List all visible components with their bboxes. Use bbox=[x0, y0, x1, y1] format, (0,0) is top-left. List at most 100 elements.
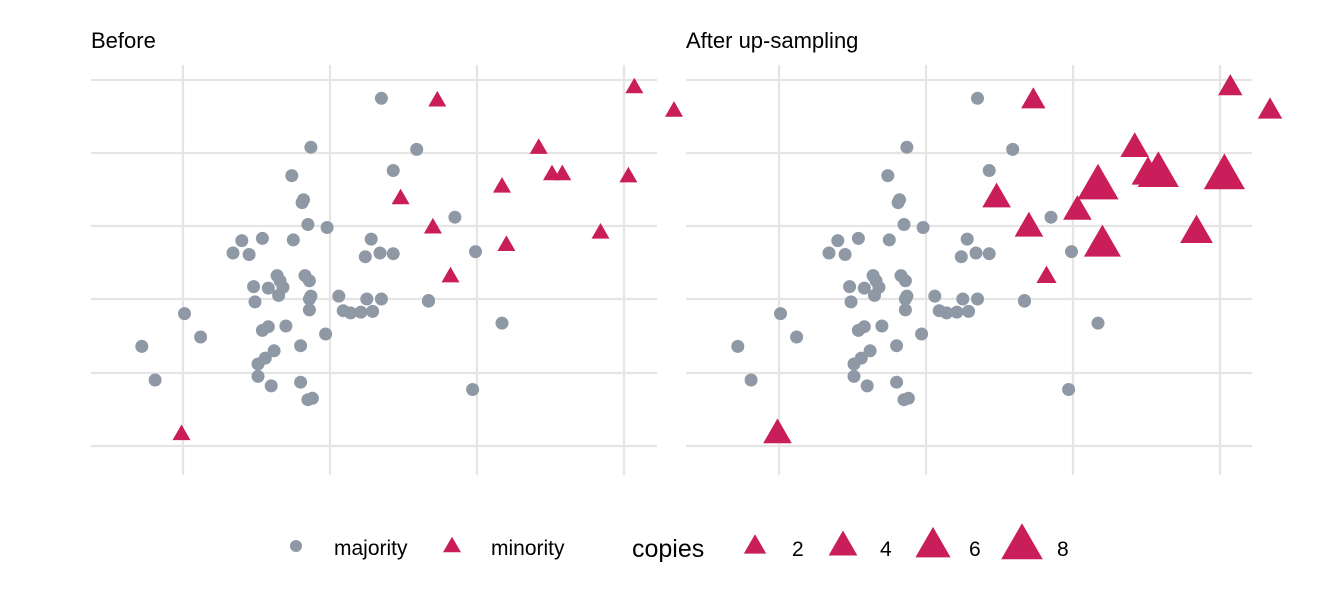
point-majority bbox=[1065, 245, 1078, 259]
point-majority bbox=[276, 280, 290, 294]
point-majority bbox=[831, 234, 845, 248]
point-majority bbox=[344, 306, 358, 320]
point-majority bbox=[851, 231, 865, 245]
point-majority bbox=[863, 344, 877, 358]
point-majority bbox=[264, 379, 278, 393]
point-majority bbox=[860, 379, 874, 393]
point-majority bbox=[898, 274, 912, 288]
point-majority bbox=[364, 232, 378, 246]
point-majority bbox=[838, 248, 852, 261]
point-minority bbox=[428, 90, 447, 107]
point-majority bbox=[354, 305, 368, 319]
point-minority bbox=[497, 235, 516, 251]
point-majority bbox=[304, 140, 318, 154]
panel-after-up-sampling: After up-sampling bbox=[686, 28, 1283, 475]
point-majority bbox=[1006, 142, 1020, 156]
legend-title-copies: copies bbox=[632, 535, 704, 563]
point-minority bbox=[172, 424, 191, 441]
point-majority bbox=[898, 303, 912, 317]
point-minority bbox=[553, 164, 572, 181]
point-minority bbox=[1257, 97, 1283, 119]
point-minority bbox=[423, 217, 442, 234]
point-majority bbox=[969, 246, 983, 260]
point-majority bbox=[875, 319, 889, 333]
panel-title-after: After up-sampling bbox=[686, 28, 858, 53]
point-majority bbox=[893, 193, 906, 207]
point-majority bbox=[178, 307, 191, 321]
legend: majority minority copies 2 4 6 8 bbox=[290, 523, 1069, 563]
copies-key-6 bbox=[915, 526, 951, 558]
copies-key-4 bbox=[828, 530, 858, 556]
point-majority bbox=[247, 280, 261, 294]
point-majority bbox=[235, 234, 249, 248]
point-majority bbox=[373, 246, 387, 260]
point-majority bbox=[285, 169, 299, 183]
point-majority bbox=[258, 351, 272, 365]
point-majority bbox=[954, 250, 968, 264]
legend-key-minority bbox=[443, 536, 461, 553]
point-majority bbox=[1062, 383, 1076, 396]
point-minority bbox=[391, 188, 410, 205]
point-majority bbox=[928, 289, 942, 303]
legend-key-majority bbox=[290, 540, 302, 552]
copies-label-8: 8 bbox=[1057, 538, 1069, 561]
point-majority bbox=[358, 250, 372, 264]
point-majority bbox=[320, 221, 334, 234]
point-majority bbox=[1044, 210, 1058, 224]
point-majority bbox=[267, 344, 281, 358]
point-majority bbox=[301, 218, 315, 231]
point-minority bbox=[441, 266, 460, 283]
point-majority bbox=[466, 383, 480, 396]
point-majority bbox=[302, 274, 316, 288]
copies-key-2 bbox=[743, 534, 767, 554]
point-minority bbox=[1203, 153, 1245, 190]
copies-key-8 bbox=[1001, 523, 1043, 560]
point-majority bbox=[950, 305, 964, 319]
point-majority bbox=[956, 292, 970, 306]
point-minority bbox=[1063, 195, 1092, 220]
point-majority bbox=[971, 292, 984, 306]
legend-label-majority: majority bbox=[334, 537, 408, 560]
point-majority bbox=[374, 91, 388, 105]
point-minority bbox=[1036, 265, 1057, 283]
point-majority bbox=[360, 292, 374, 306]
point-majority bbox=[319, 327, 333, 341]
point-majority bbox=[822, 246, 836, 260]
point-majority bbox=[297, 193, 310, 207]
point-majority bbox=[971, 91, 984, 105]
point-majority bbox=[255, 231, 269, 245]
point-minority bbox=[1120, 132, 1149, 157]
point-majority bbox=[774, 307, 787, 321]
point-minority bbox=[763, 418, 792, 444]
point-majority bbox=[386, 247, 400, 261]
point-majority bbox=[916, 221, 930, 234]
point-minority bbox=[982, 182, 1011, 208]
point-majority bbox=[242, 248, 256, 261]
point-majority bbox=[304, 289, 318, 303]
point-majority bbox=[901, 391, 915, 405]
point-majority bbox=[469, 245, 482, 259]
point-minority bbox=[591, 223, 610, 239]
point-majority bbox=[305, 391, 319, 405]
point-majority bbox=[731, 339, 745, 353]
point-majority bbox=[890, 339, 904, 353]
point-majority bbox=[294, 375, 308, 389]
point-minority bbox=[493, 177, 511, 193]
point-minority bbox=[1137, 151, 1179, 187]
point-majority bbox=[410, 142, 424, 156]
point-majority bbox=[1018, 294, 1031, 308]
point-minority bbox=[665, 101, 683, 117]
point-majority bbox=[844, 295, 858, 309]
point-minority bbox=[1180, 214, 1213, 243]
point-majority bbox=[448, 210, 462, 224]
point-majority bbox=[374, 292, 388, 306]
point-majority bbox=[882, 233, 896, 247]
point-majority bbox=[261, 281, 275, 295]
point-majority bbox=[960, 232, 974, 246]
point-majority bbox=[302, 303, 316, 317]
point-majority bbox=[226, 246, 240, 260]
point-minority bbox=[619, 166, 638, 183]
point-majority bbox=[251, 369, 265, 383]
point-majority bbox=[915, 327, 929, 341]
